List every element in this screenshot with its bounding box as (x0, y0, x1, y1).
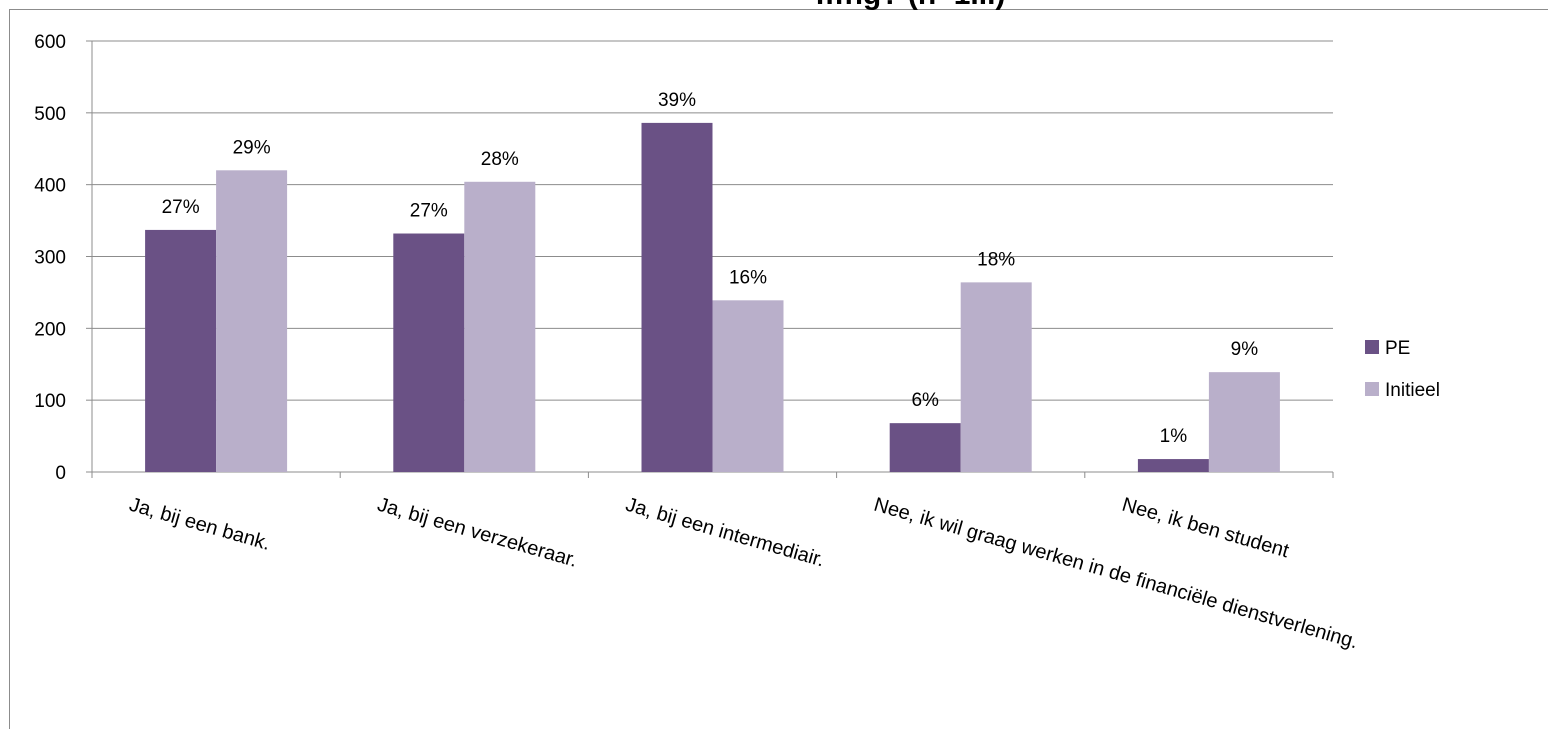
chart-border (9, 9, 1548, 729)
legend-label: PE (1385, 338, 1410, 359)
legend-swatch (1365, 382, 1379, 396)
data-label: 27% (162, 197, 200, 218)
y-tick-label: 0 (55, 463, 66, 484)
y-tick-label: 200 (34, 319, 66, 340)
chart-title: …ng? (n=1...) (560, 0, 1260, 10)
data-label: 18% (977, 249, 1015, 270)
legend-label: Initieel (1385, 380, 1440, 401)
x-category-label: Ja, bij een verzekeraar. (375, 494, 580, 572)
bar-initieel (960, 282, 1032, 472)
bar-pe (145, 229, 217, 472)
x-category-label: Ja, bij een intermediair. (623, 494, 827, 572)
bar-initieel (1208, 372, 1280, 472)
bar-initieel (216, 170, 288, 473)
bar-pe (393, 233, 465, 472)
y-tick-label: 100 (34, 391, 66, 412)
data-label: 9% (1231, 339, 1259, 360)
data-label: 6% (911, 390, 939, 411)
x-category-label: Nee, ik ben student (1120, 494, 1292, 563)
x-category-label: Nee, ik wil graag werken in de financiël… (871, 494, 1360, 654)
y-tick-label: 300 (34, 248, 66, 269)
legend-swatch (1365, 340, 1379, 354)
data-label: 28% (481, 149, 519, 170)
bar-initieel (712, 300, 784, 472)
y-tick-label: 600 (34, 32, 66, 53)
bar-initieel (464, 181, 536, 472)
y-tick-label: 400 (34, 176, 66, 197)
data-label: 39% (658, 90, 696, 111)
data-label: 27% (410, 201, 448, 222)
data-label: 1% (1160, 426, 1188, 447)
data-label: 29% (233, 137, 271, 158)
x-category-label: Ja, bij een bank. (127, 494, 273, 555)
bar-pe (641, 122, 713, 472)
data-label: 16% (729, 267, 767, 288)
y-tick-label: 500 (34, 104, 66, 125)
bar-pe (889, 423, 961, 472)
bar-pe (1137, 459, 1209, 472)
